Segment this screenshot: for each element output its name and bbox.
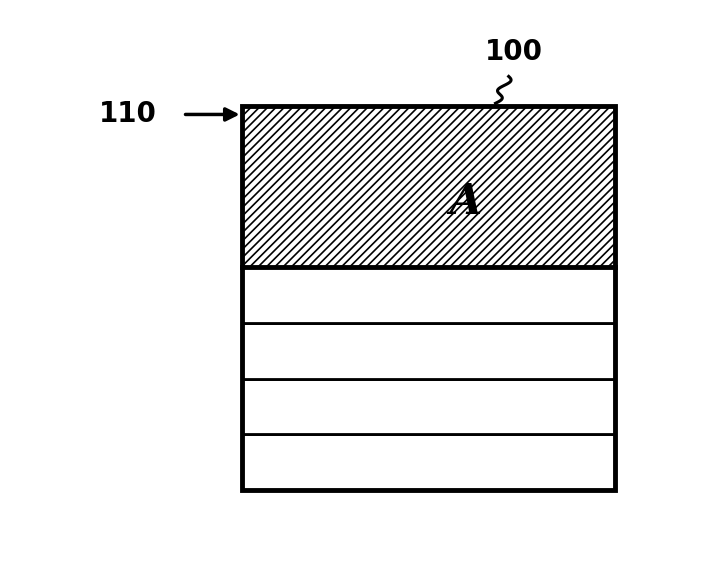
Bar	[243, 106, 615, 490]
Bar	[243, 106, 615, 267]
Bar	[243, 323, 615, 379]
Bar	[243, 379, 615, 435]
Text: A: A	[449, 181, 482, 224]
Bar	[243, 267, 615, 323]
Bar	[243, 106, 615, 490]
Text: 110: 110	[98, 101, 156, 128]
Bar	[243, 435, 615, 490]
Text: 100: 100	[485, 38, 543, 66]
